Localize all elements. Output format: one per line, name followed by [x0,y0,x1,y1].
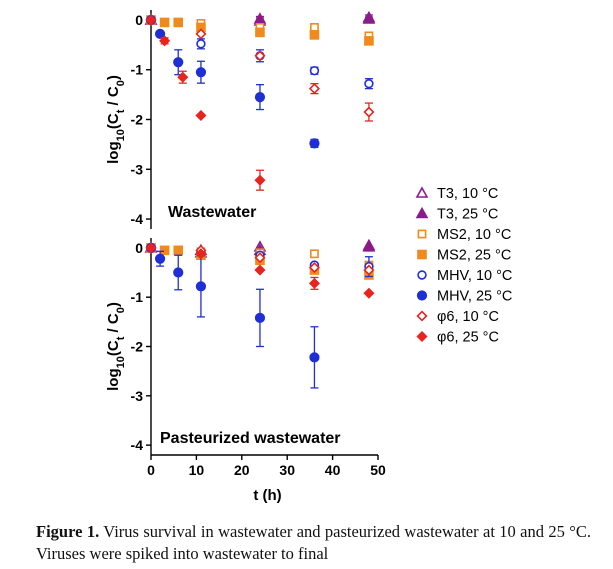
legend-item-ms2-25-c: MS2, 25 °C [417,248,511,264]
panel-label: Pasteurized wastewater [160,430,341,447]
caption-label: Figure 1. [36,522,100,541]
panel-label: Wastewater [168,204,256,221]
legend-item-6-10-c: φ6, 10 °C [416,309,499,325]
x-tick-label: 40 [325,462,341,478]
legend-label: MS2, 25 °C [437,248,511,264]
data-point [364,36,374,46]
series-6-25-c [145,242,375,299]
legend-item-mhv-10-c: MHV, 10 °C [417,268,512,284]
legend-label: MS2, 10 °C [437,227,511,243]
data-point [195,28,207,40]
y-tick-label: -2 [131,112,144,128]
x-axis-label: t (h) [253,487,281,504]
data-point [255,27,265,38]
panel-pasteurized-wastewater: 0-1-2-3-40 10 20 30 40 50t (h)log10(Ct / C0)P… [105,238,386,504]
data-point [145,14,157,26]
figure-caption: Figure 1. Virus survival in wastewater a… [36,521,591,565]
data-point [177,71,189,83]
data-point [254,174,266,186]
data-point [308,262,320,274]
y-tick-label: -4 [131,437,144,453]
legend-label: φ6, 25 °C [437,330,499,346]
data-point [254,312,266,323]
legend-item-t3-25-c: T3, 25 °C [415,206,498,223]
legend-marker [417,249,427,260]
data-point [159,17,170,28]
data-point [195,109,207,122]
x-tick-label: 30 [279,462,295,478]
y-tick-label: -3 [131,161,144,177]
data-point [310,23,319,32]
data-point [195,67,207,78]
legend-label: T3, 25 °C [437,207,498,223]
data-point [173,57,184,68]
data-point [195,281,207,292]
data-point [362,12,376,24]
legend-item-t3-10-c: T3, 10 °C [415,186,498,202]
data-point [309,30,320,40]
y-tick-label: -2 [131,339,144,355]
data-point [159,35,171,47]
series-mhv-25-c [145,14,320,149]
x-tick-label: 20 [234,462,250,478]
legend-item-6-25-c: φ6, 25 °C [416,330,499,346]
legend-label: T3, 10 °C [437,186,498,202]
series-6-25-c [145,14,266,191]
data-point [308,83,320,95]
y-tick-label: 0 [135,240,143,256]
legend-marker [416,330,428,343]
data-point [364,78,374,89]
series-mhv-25-c [145,242,320,389]
data-point [254,92,266,103]
y-tick-label: -3 [131,388,144,404]
data-point [145,242,157,254]
data-point [363,287,375,299]
x-tick-label: 50 [370,462,386,478]
legend-label: MHV, 10 °C [437,268,512,284]
legend-label: φ6, 10 °C [437,309,499,325]
data-point [363,264,375,276]
x-tick-label: 10 [189,462,205,478]
legend: T3, 10 °C T3, 25 °C MS2, 10 °C MS2, 25 °C MH… [415,186,512,346]
y-tick-label: -1 [131,62,144,78]
data-point [362,240,376,252]
data-point [196,39,206,49]
data-point [159,245,170,256]
y-tick-label: -1 [131,289,144,305]
data-point [154,28,166,39]
y-axis-label: log10(Ct / C0) [105,302,127,391]
data-point [254,50,266,62]
data-point [254,264,266,276]
legend-item-ms2-10-c: MS2, 10 °C [417,227,511,243]
legend-marker [416,290,428,301]
legend-marker [416,310,428,322]
caption-text: Virus survival in wastewater and pasteur… [36,522,591,563]
data-point [309,138,320,149]
data-point [309,352,320,363]
data-point [363,106,375,118]
y-axis-label: log10(Ct / C0) [105,75,127,164]
y-tick-label: 0 [135,12,143,28]
legend-marker [415,206,429,219]
data-point [195,248,207,260]
data-point [173,267,184,278]
panel-wastewater: 0 -1 -2 -3 -4 log10(Ct / C0) Wastewater [105,10,376,229]
legend-marker [415,186,429,198]
legend-item-mhv-25-c: MHV, 25 °C [416,289,512,305]
legend-marker [417,229,427,239]
data-point [173,17,184,28]
data-point [310,249,319,259]
data-point [154,253,166,264]
legend-marker [417,270,427,280]
data-point [308,277,320,289]
x-tick-label: 0 [147,462,155,478]
data-point [254,252,266,264]
data-point [173,245,184,256]
y-tick-label: -4 [131,211,144,227]
data-point [309,66,320,76]
legend-label: MHV, 25 °C [437,289,512,305]
